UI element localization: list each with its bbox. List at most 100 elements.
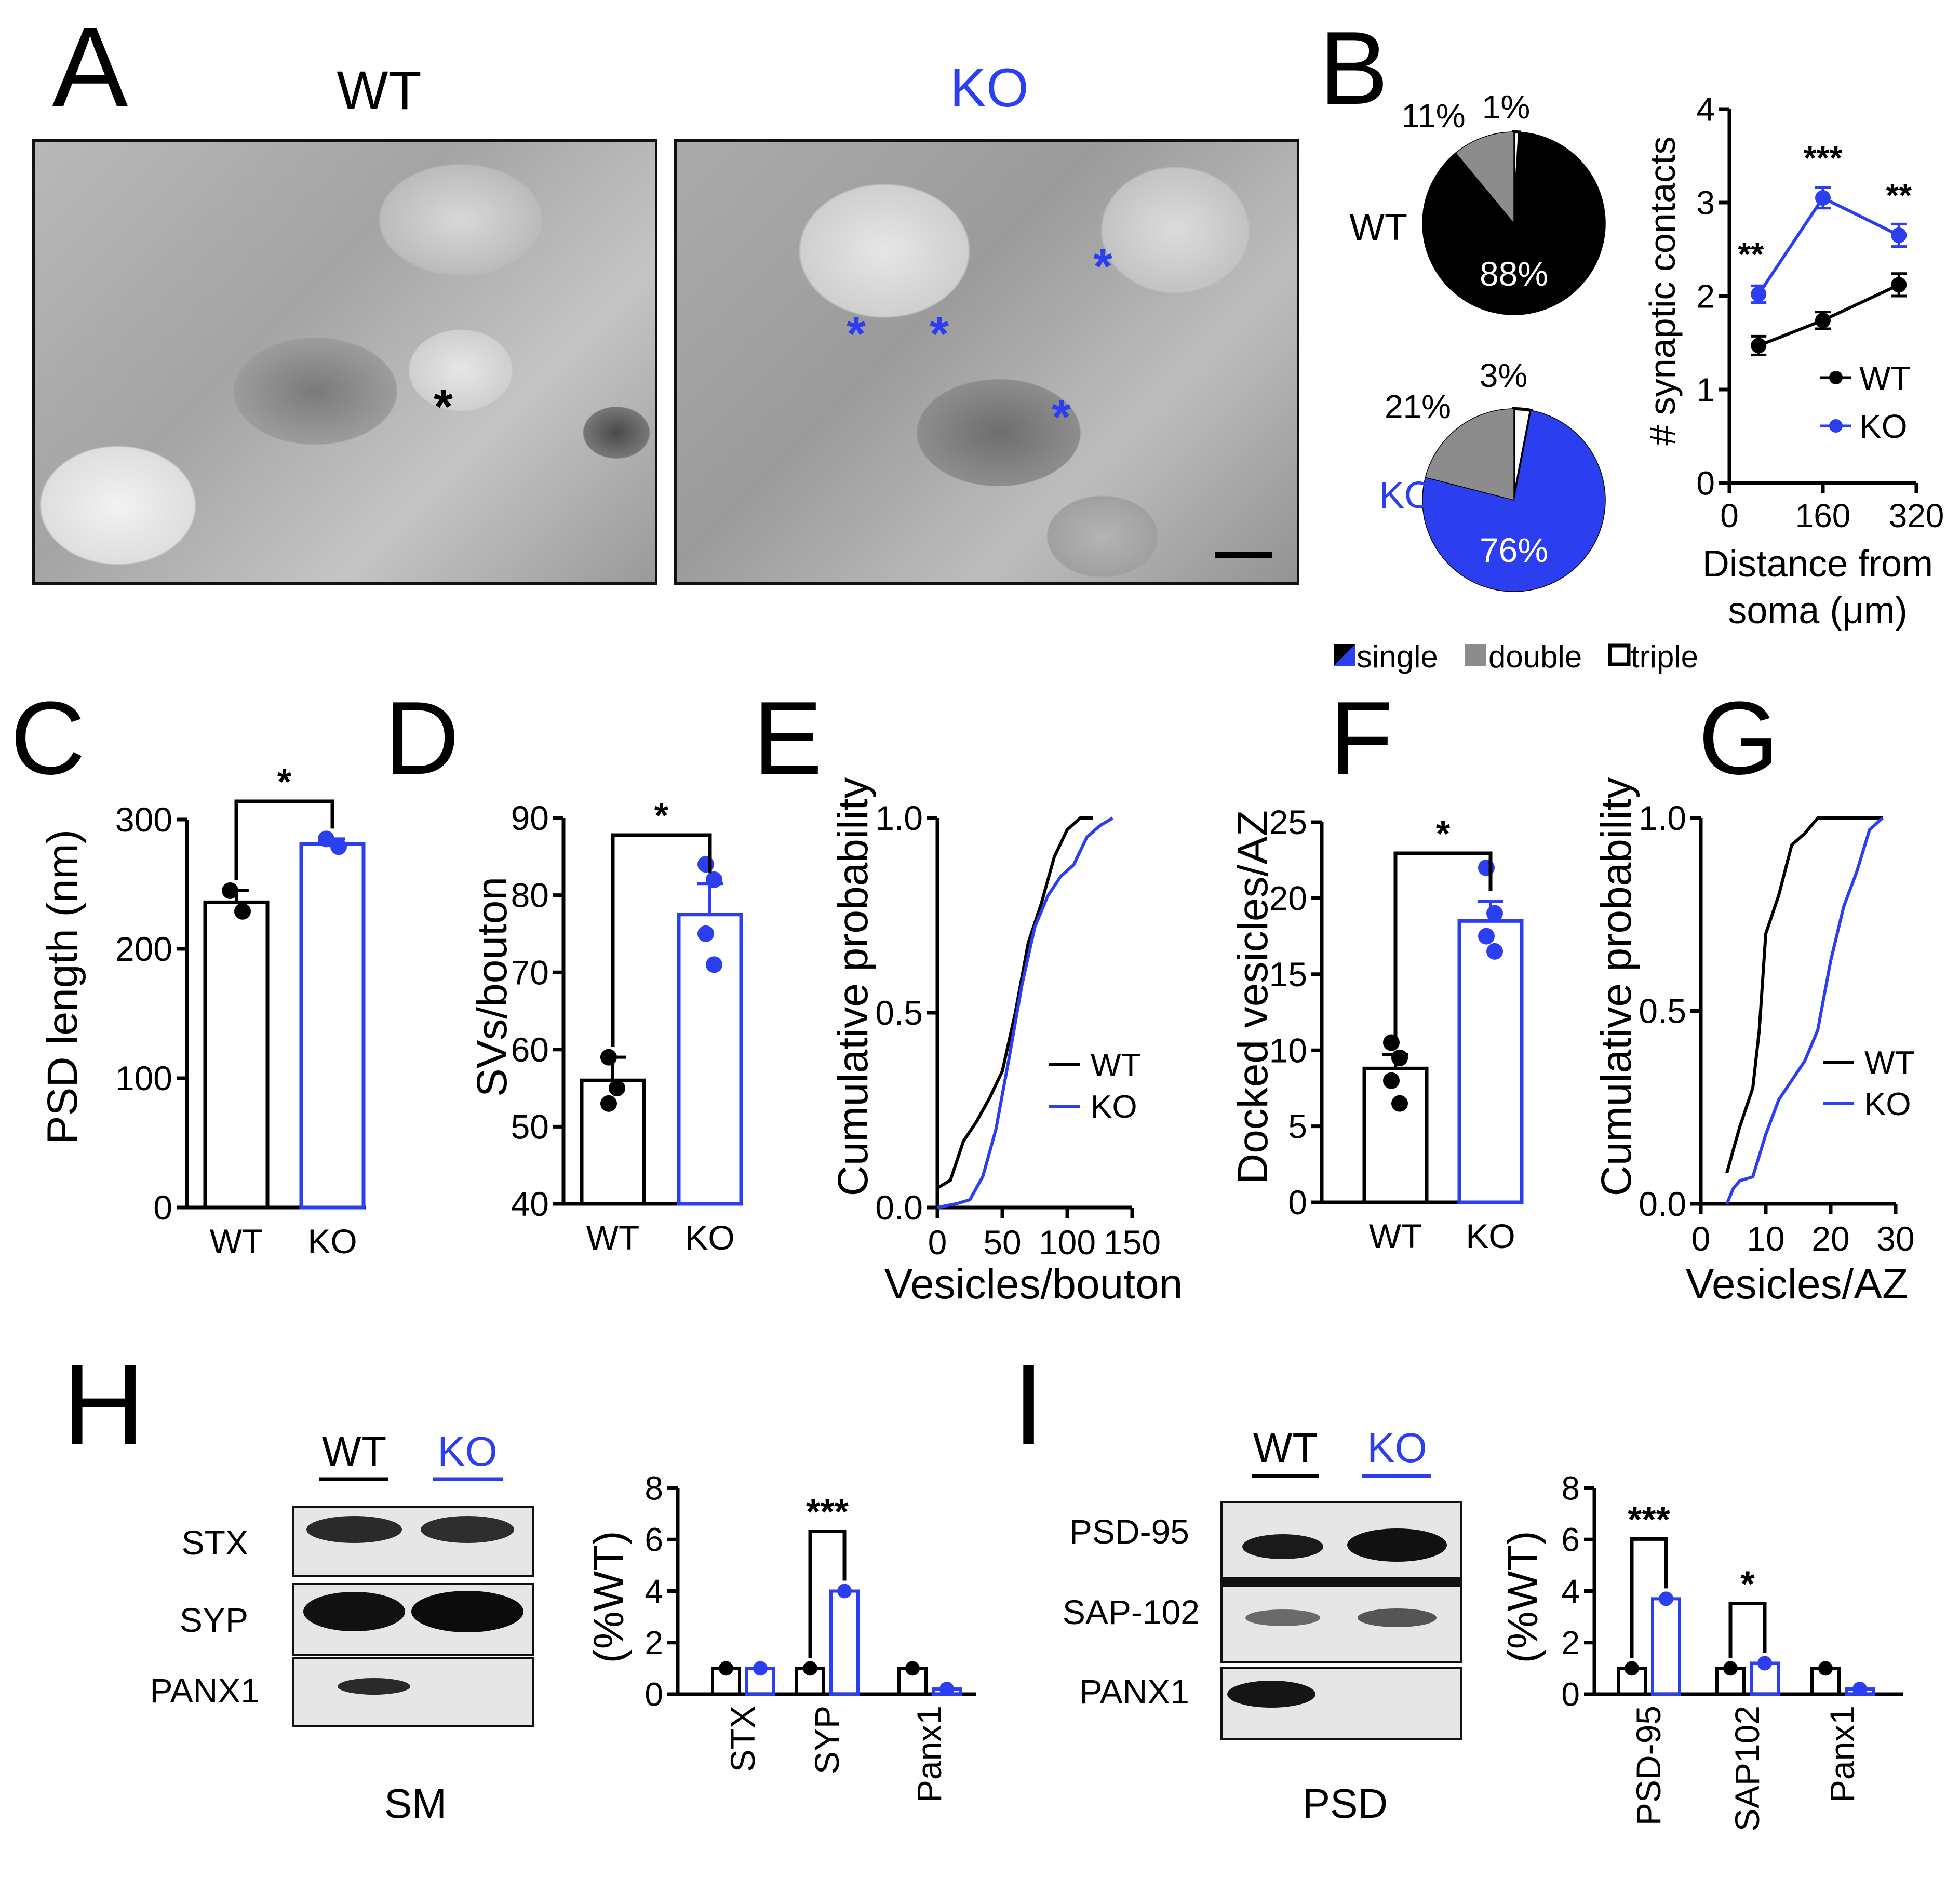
bar-chart-psd-quantification: 0 2 4 6 8 PSD-95 *** SAP102 * Panx1: [1561, 1469, 1903, 1831]
g-x-tick-label: 0: [1691, 1219, 1711, 1258]
legend-single-swatch-blue: [1334, 644, 1355, 666]
d-y-tick-label: 40: [511, 1185, 549, 1223]
legend-triple-swatch: [1608, 643, 1631, 666]
i-band-psd95-wt: [1242, 1534, 1323, 1559]
bline-y-tick-label: 4: [1696, 90, 1715, 128]
bline-point-ko: [1815, 190, 1831, 206]
e-y-tick-label: 0.5: [875, 994, 923, 1032]
blot-h-panx1: [292, 1657, 534, 1727]
g-series-wt: [1725, 816, 1883, 1174]
c-x-label-ko: KO: [307, 1222, 357, 1260]
i-row-panx1: PANX1: [1079, 1672, 1189, 1711]
i-band-psd95-ko: [1347, 1528, 1447, 1562]
h-y-tick-label: 4: [645, 1573, 663, 1610]
g-y-tick-label: 0.5: [1639, 992, 1686, 1030]
panel-a-wt-title: WT: [337, 60, 421, 121]
h-band-stx-ko: [421, 1516, 514, 1543]
pie-wt-single-pct: 88%: [1480, 254, 1548, 293]
f-y-tick-label: 20: [1269, 879, 1307, 918]
legend-double-swatch: [1465, 644, 1486, 666]
bline-legend-ko-label: KO: [1859, 408, 1907, 445]
e-y-tick-label: 1.0: [875, 799, 923, 837]
h-row-syp: SYP: [180, 1601, 248, 1639]
bline-y-tick-label: 1: [1696, 371, 1715, 408]
bline-point-wt: [1891, 277, 1907, 293]
i-x-label-psd95: PSD-95: [1629, 1706, 1668, 1826]
g-series-ko: [1725, 816, 1884, 1205]
f-bar-wt: [1362, 1066, 1429, 1204]
scale-bar: [1215, 552, 1272, 558]
g-legend-ko-label: KO: [1864, 1086, 1911, 1122]
d-y-tick-label: 80: [511, 876, 549, 915]
d-point-ko: [706, 871, 722, 888]
bline-series-ko: [1757, 196, 1900, 296]
bar-chart-docked-vesicles: 0 5 10 15 20 25 WT KO *: [1269, 803, 1524, 1255]
i-y-tick-label: 4: [1561, 1573, 1580, 1610]
c-y-tick-label: 100: [115, 1059, 172, 1097]
h-point-stx-ko: [753, 1661, 768, 1676]
g-y-tick-label: 1.0: [1639, 799, 1686, 837]
c-x-label-wt: WT: [210, 1222, 263, 1260]
pie-wt-triple-pct: 1%: [1482, 88, 1531, 126]
i-sig-label: *: [1740, 1563, 1755, 1604]
bar-chart-svs-bouton: 40 50 60 70 80 90 WT KO *: [511, 795, 743, 1257]
f-point-wt: [1391, 1049, 1408, 1066]
panel-a-ko-title: KO: [950, 58, 1029, 118]
i-fraction: PSD: [1303, 1780, 1388, 1827]
c-point-wt: [234, 903, 251, 920]
f-y-tick-label: 15: [1269, 955, 1307, 994]
cdf-vesicles-az: 0.0 0.5 1.0 0 10 20 30 WT KO: [1639, 799, 1914, 1258]
d-y-tick-label: 60: [511, 1030, 549, 1069]
i-point-sap102-ko: [1757, 1656, 1772, 1671]
i-sig-bracket: [1630, 1537, 1668, 1658]
panel-a-ko-asterisk-3: *: [1093, 239, 1112, 294]
i-row-psd95: PSD-95: [1069, 1512, 1189, 1551]
f-x-label-ko: KO: [1466, 1217, 1515, 1255]
i-bar-psd95-ko: [1651, 1597, 1681, 1696]
bline-y-tick-label: 2: [1696, 277, 1715, 315]
i-sig-label: ***: [1628, 1499, 1670, 1539]
g-xlabel: Vesicles/AZ: [1686, 1260, 1908, 1308]
g-y-tick-label: 0.0: [1639, 1185, 1686, 1223]
h-band-stx-wt: [306, 1516, 402, 1543]
panel-letter-b: B: [1319, 10, 1388, 126]
f-y-tick-label: 25: [1269, 803, 1307, 841]
i-y-tick-label: 2: [1561, 1624, 1580, 1661]
i-point-psd95-ko: [1659, 1591, 1673, 1606]
d-sig-bracket: [611, 833, 712, 1047]
c-y-tick-label: 300: [115, 800, 172, 839]
pie-ko: [1422, 407, 1606, 592]
e-xlabel: Vesicles/bouton: [884, 1260, 1183, 1308]
h-point-panx1-wt: [905, 1661, 920, 1676]
e-x-tick-label: 0: [928, 1223, 947, 1262]
bline-legend-wt-marker: [1829, 371, 1843, 384]
h-lane-ko: KO: [437, 1428, 498, 1474]
f-sig-bracket: [1393, 851, 1493, 1044]
panel-letter-i: I: [1013, 1340, 1044, 1468]
bline-legend-wt-label: WT: [1859, 359, 1911, 397]
panel-a-wt-asterisk: *: [434, 379, 453, 434]
bar-chart-psd-length: 0 100 200 300 WT KO *: [115, 761, 366, 1260]
panel-letter-a: A: [52, 3, 128, 131]
pie-wt-label: WT: [1349, 207, 1407, 248]
c-y-tick-label: 0: [153, 1188, 172, 1227]
i-row-sap102: SAP-102: [1063, 1593, 1200, 1631]
h-x-label-stx: STX: [723, 1706, 762, 1772]
bline-point-wt: [1815, 312, 1831, 328]
panel-letter-d: D: [384, 680, 459, 796]
panel-a-ko-asterisk-4: *: [1052, 390, 1071, 445]
pie-wt-double-pct: 11%: [1401, 97, 1465, 135]
bline-x-tick-label: 0: [1720, 497, 1739, 534]
h-y-tick-label: 8: [645, 1469, 663, 1507]
f-sig-label: *: [1436, 813, 1451, 854]
bline-y-tick-label: 3: [1696, 184, 1715, 221]
c-point-ko: [330, 838, 347, 855]
d-y-tick-label: 50: [511, 1108, 549, 1146]
h-x-label-syp: SYP: [808, 1706, 846, 1774]
c-sig-label: *: [277, 761, 292, 802]
i-y-tick-label: 8: [1561, 1469, 1580, 1507]
panel-a-ko-asterisk-2: *: [930, 306, 949, 361]
f-point-wt: [1391, 1095, 1408, 1112]
panel-letter-h: H: [62, 1340, 145, 1468]
h-band-syp-ko: [411, 1591, 523, 1632]
